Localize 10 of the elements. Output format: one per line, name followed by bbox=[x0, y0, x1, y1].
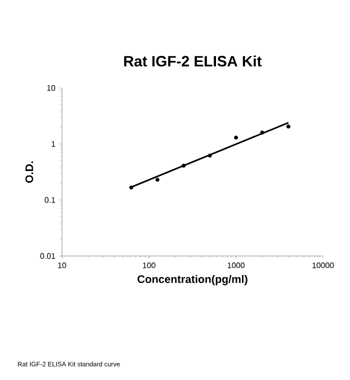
chart-title: Rat IGF-2 ELISA Kit bbox=[124, 56, 262, 66]
point bbox=[234, 136, 238, 140]
point bbox=[260, 130, 264, 135]
point bbox=[286, 124, 290, 129]
point bbox=[155, 178, 160, 182]
point bbox=[208, 154, 212, 158]
point bbox=[182, 164, 186, 168]
y-axis-title: O.D. bbox=[25, 162, 34, 183]
x-axis-title: Concentration(pg/ml) bbox=[138, 274, 248, 286]
point bbox=[129, 186, 134, 190]
